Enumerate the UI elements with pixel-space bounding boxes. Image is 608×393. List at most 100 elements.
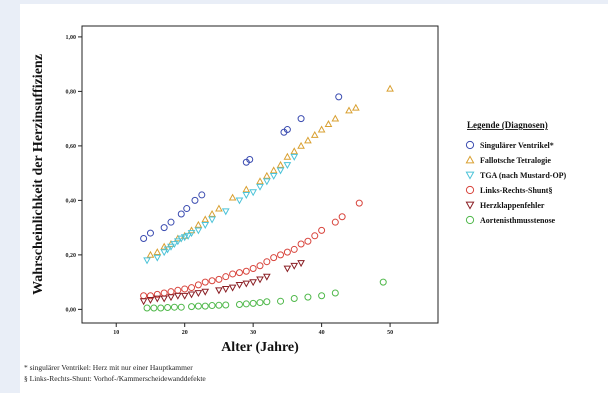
- data-point: [297, 141, 305, 149]
- data-point: [146, 292, 154, 300]
- data-point: [174, 286, 182, 294]
- data-point: [235, 281, 244, 289]
- data-point: [297, 240, 305, 248]
- data-point: [173, 238, 182, 246]
- data-point: [177, 210, 185, 218]
- legend-marker: [465, 171, 475, 180]
- data-point: [208, 302, 216, 310]
- data-point: [235, 269, 243, 277]
- data-point: [228, 193, 237, 201]
- data-point: [222, 273, 230, 281]
- data-point: [256, 299, 264, 307]
- figure: 0,00 0,20 0,40 0,60 0,80 1,00 10 20 30 40 50 Alter …: [20, 4, 608, 393]
- data-point: [269, 172, 278, 180]
- data-point: [297, 115, 305, 123]
- data-point: [290, 262, 299, 270]
- data-point: [153, 290, 161, 298]
- data-point: [164, 303, 172, 311]
- data-point: [311, 232, 319, 240]
- data-point: [222, 301, 230, 309]
- y-tick-label: 0,40: [66, 198, 77, 204]
- data-point: [173, 292, 182, 300]
- data-point: [242, 267, 250, 275]
- data-point: [160, 295, 169, 303]
- data-point: [150, 304, 158, 312]
- data-point: [184, 232, 192, 240]
- data-point: [208, 209, 216, 217]
- data-point: [153, 295, 162, 303]
- data-point: [318, 226, 326, 234]
- data-point: [181, 285, 189, 293]
- data-point: [194, 220, 203, 228]
- data-point: [194, 302, 202, 310]
- data-point: [187, 226, 196, 234]
- data-point: [242, 280, 251, 288]
- data-point: [351, 103, 360, 111]
- data-point: [242, 192, 251, 199]
- y-axis-title: Wahrscheinlichkeit der Herzinsuffizienz: [31, 54, 46, 295]
- data-point: [318, 292, 326, 300]
- legend-marker: [465, 215, 475, 225]
- data-point: [355, 199, 363, 207]
- data-point: [331, 114, 340, 122]
- data-point: [146, 250, 155, 258]
- data-point: [170, 303, 178, 311]
- data-point: [139, 298, 148, 306]
- data-point: [201, 302, 209, 310]
- data-point: [235, 300, 243, 308]
- data-point: [201, 222, 210, 229]
- data-point: [146, 296, 155, 304]
- scatter-chart: 0,00 0,20 0,40 0,60 0,80 1,00 10 20 30 40 50 Alter …: [31, 25, 567, 355]
- footnote-singular-ventricle: * singulärer Ventrikel: Herz mit nur ein…: [24, 363, 193, 372]
- footnote-left-right-shunt: § Links-Rechts-Shunt: Vorhof-/Kammersche…: [24, 374, 206, 383]
- legend-label: TGA (nach Mustard-OP): [480, 171, 567, 180]
- x-tick-label: 10: [113, 330, 119, 336]
- x-axis-title: Alter (Jahre): [221, 340, 299, 355]
- data-point: [246, 156, 254, 164]
- data-point: [208, 277, 216, 285]
- data-point: [290, 147, 299, 155]
- legend-marker: [465, 201, 475, 210]
- data-point: [194, 281, 202, 289]
- data-point: [160, 242, 169, 250]
- data-point: [304, 237, 312, 245]
- data-point: [177, 303, 185, 311]
- data-point: [177, 235, 186, 243]
- data-point: [277, 297, 285, 305]
- data-point: [270, 254, 278, 262]
- x-tick-label: 40: [319, 330, 325, 336]
- data-point: [167, 288, 175, 296]
- data-point: [187, 230, 196, 238]
- y-tick-label: 1,00: [66, 35, 77, 41]
- data-point: [283, 248, 291, 256]
- data-point: [183, 205, 191, 213]
- data-point: [263, 258, 271, 266]
- data-point: [256, 276, 264, 284]
- data-point: [235, 197, 244, 205]
- legend-marker: [465, 185, 475, 195]
- data-point: [386, 84, 394, 92]
- legend-title: Legende (Diagnosen): [467, 120, 548, 130]
- data-point: [215, 301, 223, 309]
- data-point: [194, 227, 203, 235]
- y-tick-label: 0,20: [66, 253, 77, 259]
- data-point: [310, 130, 319, 138]
- data-point: [146, 229, 154, 237]
- legend-marker: [465, 140, 475, 150]
- data-point: [201, 278, 209, 286]
- data-point: [324, 120, 333, 127]
- series-4: [140, 199, 363, 300]
- data-point: [160, 249, 169, 257]
- legend-label: Herzklappenfehler: [480, 201, 545, 210]
- data-point: [201, 215, 210, 223]
- data-point: [208, 216, 216, 224]
- series-6: [143, 278, 387, 312]
- data-point: [167, 294, 175, 302]
- series-1: [140, 93, 343, 243]
- data-point: [256, 262, 264, 270]
- data-point: [153, 254, 162, 262]
- legend-label: Links-Rechts-Shunt§: [480, 186, 552, 195]
- data-point: [143, 304, 151, 312]
- data-point: [242, 185, 251, 193]
- data-point: [242, 300, 250, 308]
